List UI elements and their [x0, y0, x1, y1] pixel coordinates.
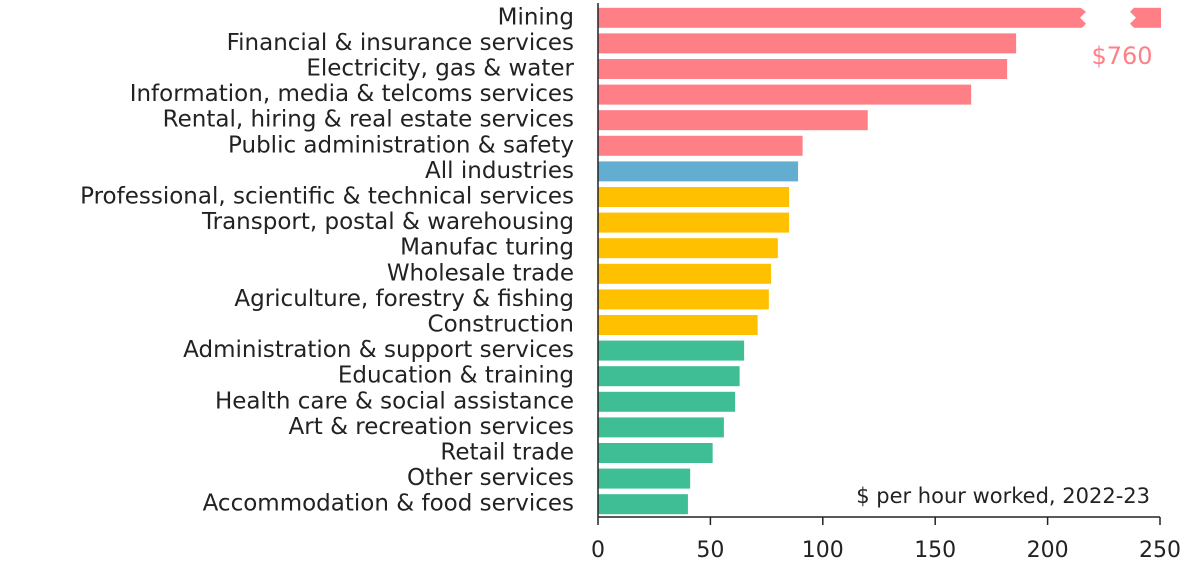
bar [598, 494, 688, 515]
bars [598, 7, 1161, 515]
bar [598, 391, 736, 412]
y-tick-label: Manufac turing [400, 235, 574, 261]
x-tick-label: 100 [802, 538, 844, 563]
x-tick-label: 50 [696, 538, 724, 563]
y-tick-label: Public administration & safety [228, 132, 574, 158]
y-tick-label: Rental, hiring & real estate services [163, 107, 574, 133]
bar [598, 135, 803, 156]
y-tick-label: Mining [498, 4, 574, 30]
bar [598, 7, 1161, 28]
y-tick-label: Transport, postal & warehousing [201, 209, 574, 235]
bar [598, 315, 758, 335]
y-tick-label: Construction [428, 312, 574, 338]
bar [598, 212, 790, 233]
x-tick-label: 0 [591, 538, 605, 563]
y-tick-label: Accommodation & food services [203, 491, 574, 517]
x-tick-label: 150 [914, 538, 956, 563]
bar [598, 443, 713, 463]
bar [598, 110, 868, 131]
y-tick-label: Professional, scientific & technical ser… [80, 184, 574, 210]
y-tick-label: Education & training [338, 363, 574, 389]
y-tick-label: Art & recreation services [289, 414, 574, 440]
y-tick-label: Administration & support services [183, 337, 574, 363]
bar [598, 187, 790, 207]
bar [598, 59, 1008, 79]
y-tick-label: Information, media & telcoms services [130, 81, 574, 107]
y-tick-label: Other services [407, 465, 574, 491]
value-label: $760 [1091, 42, 1152, 70]
bar [598, 84, 972, 105]
bar [598, 340, 745, 361]
x-tick-label: 250 [1139, 538, 1181, 563]
y-tick-label: Financial & insurance services [227, 30, 574, 56]
y-tick-label: Health care & social assistance [215, 388, 574, 414]
bar [598, 33, 1017, 54]
bar [598, 161, 799, 182]
y-tick-label: Wholesale trade [387, 260, 574, 286]
bar [598, 238, 778, 259]
y-tick-label: All industries [425, 158, 574, 184]
bar [598, 289, 769, 310]
y-tick-label: Electricity, gas & water [306, 56, 574, 82]
annotation: $ per hour worked, 2022-23 [856, 484, 1150, 508]
bar [598, 417, 724, 438]
bar [598, 366, 740, 387]
y-tick-label: Agriculture, forestry & fishing [234, 286, 574, 312]
axis-break [1078, 5, 1136, 30]
x-tick-label: 200 [1027, 538, 1069, 563]
bar [598, 468, 691, 489]
y-tick-label: Retail trade [440, 440, 574, 466]
bar [598, 263, 772, 284]
